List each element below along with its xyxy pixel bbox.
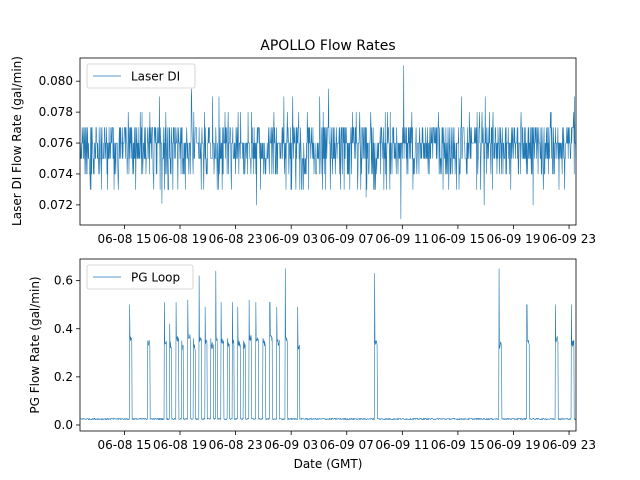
laser-di-x-tick-label: 06-08 23: [209, 232, 263, 246]
pg-loop-panel: 0.00.20.40.6 06-08 15 06-08 19 06-08 23 06-…: [28, 258, 596, 471]
pg-loop-legend-label: PG Loop: [131, 271, 180, 285]
pg-loop-y-tick-label: 0.6: [54, 274, 73, 288]
chart-title: APOLLO Flow Rates: [260, 38, 395, 54]
laser-di-legend-label: Laser DI: [131, 70, 180, 84]
laser-di-legend: Laser DI: [86, 63, 196, 89]
pg-loop-x-tick-label: 06-09 07: [320, 438, 374, 452]
pg-loop-y-tick-label: 0.0: [54, 418, 73, 432]
pg-loop-x-tick-label: 06-08 19: [153, 438, 207, 452]
pg-loop-x-ticks: 06-08 15 06-08 19 06-08 23 06-09 03 06-09 07…: [97, 431, 596, 452]
laser-di-y-tick-label: 0.076: [39, 136, 73, 150]
pg-loop-y-tick-label: 0.2: [54, 370, 73, 384]
pg-loop-series-line: [79, 268, 577, 420]
x-axis-label: Date (GMT): [294, 457, 363, 471]
laser-di-x-ticks: 06-08 15 06-08 19 06-08 23 06-09 03 06-09 07…: [97, 225, 596, 246]
laser-di-x-tick-label: 06-09 07: [320, 232, 374, 246]
laser-di-y-ticks: 0.072 0.074 0.076 0.078 0.080: [39, 74, 80, 212]
pg-loop-legend-box: [86, 264, 194, 290]
pg-loop-x-tick-label: 06-08 15: [97, 438, 151, 452]
laser-di-x-tick-label: 06-09 03: [264, 232, 318, 246]
pg-loop-y-tick-label: 0.4: [54, 322, 73, 336]
pg-loop-x-tick-label: 06-09 03: [264, 438, 318, 452]
laser-di-y-tick-label: 0.074: [39, 167, 73, 181]
laser-di-x-tick-label: 06-09 15: [431, 232, 485, 246]
laser-di-y-tick-label: 0.072: [39, 198, 73, 212]
laser-di-x-tick-label: 06-09 11: [375, 232, 429, 246]
pg-loop-y-axis-label: PG Flow Rate (gal/min): [28, 276, 42, 413]
pg-loop-x-tick-label: 06-08 23: [209, 438, 263, 452]
laser-di-x-tick-label: 06-09 23: [542, 232, 596, 246]
laser-di-axes-frame: [79, 57, 577, 226]
laser-di-y-tick-label: 0.078: [39, 105, 73, 119]
laser-di-y-axis-label: Laser DI Flow Rate (gal/min): [10, 56, 24, 226]
pg-loop-legend: PG Loop: [86, 264, 194, 290]
pg-loop-x-tick-label: 06-09 15: [431, 438, 485, 452]
laser-di-plot-area: [80, 65, 577, 220]
pg-loop-axes-frame: [79, 258, 577, 432]
pg-loop-y-ticks: 0.0 0.2 0.4 0.6: [54, 274, 80, 432]
laser-di-x-tick-label: 06-08 19: [153, 232, 207, 246]
laser-di-series-line: [80, 65, 577, 220]
pg-loop-plot-area: [79, 268, 577, 420]
pg-loop-x-tick-label: 06-09 19: [487, 438, 541, 452]
laser-di-x-tick-label: 06-09 19: [487, 232, 541, 246]
laser-di-y-tick-label: 0.080: [39, 74, 73, 88]
laser-di-x-tick-label: 06-08 15: [97, 232, 151, 246]
pg-loop-x-tick-label: 06-09 23: [542, 438, 596, 452]
laser-di-legend-box: [86, 63, 196, 89]
pg-loop-x-tick-label: 06-09 11: [375, 438, 429, 452]
